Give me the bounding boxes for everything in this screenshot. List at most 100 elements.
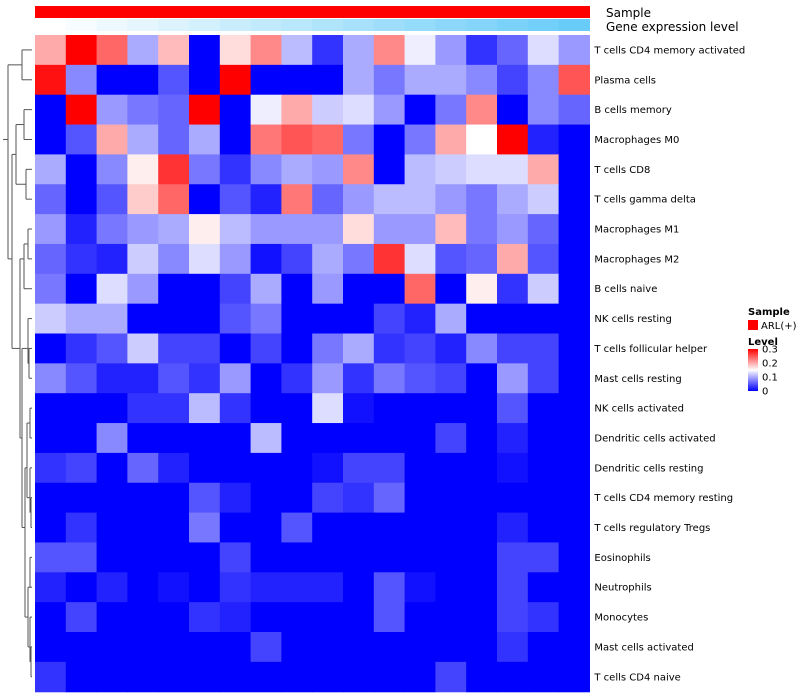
heatmap-cell [558,572,590,603]
heatmap-cell [281,661,313,693]
heatmap-cell [404,602,436,633]
row-label: Eosinophils [594,553,650,564]
heatmap-cell [219,214,252,245]
heatmap-cell [466,482,498,514]
row-label: B cells memory [594,105,671,116]
heatmap-cell [435,602,467,633]
sample-annotation-cell [127,6,159,18]
heatmap-cell [435,393,467,424]
heatmap-cell [404,452,436,484]
heatmap-cell [466,423,498,454]
heatmap-cell [404,482,436,514]
heatmap-cell [558,632,590,663]
heatmap-cell [466,94,498,126]
heatmap-cell [558,661,590,693]
heatmap-cell [219,94,252,126]
heatmap-cell [312,482,344,514]
heatmap-cell [158,333,190,364]
sample-annotation-cell [527,6,560,18]
heatmap-cell [312,243,344,275]
heatmap-cell [466,393,498,424]
heatmap-cell [96,303,128,335]
heatmap-cell [65,452,98,484]
heatmap-cell [558,64,590,96]
heatmap-cell [466,602,498,633]
heatmap-cell [373,243,406,275]
heatmap-cell [435,452,467,484]
heatmap-cell [281,482,313,514]
sample-annotation-cell [281,6,313,18]
heatmap-cell [527,363,560,394]
heatmap-cell [250,572,282,603]
heatmap-cell [250,243,282,275]
heatmap-cell [466,35,498,66]
heatmap-cell [466,154,498,185]
heatmap-cell [250,393,282,424]
heatmap-cell [466,452,498,484]
legend-sample-swatch [748,320,758,330]
heatmap-cell [312,602,344,633]
heatmap-cell [404,542,436,573]
legend-level-tick-label: 0.2 [762,359,778,370]
heatmap-cell [158,542,190,573]
gene-expression-cell [435,19,467,31]
heatmap-cell [219,542,252,573]
heatmap-cell [435,542,467,573]
heatmap-cell [127,602,159,633]
heatmap-cell [466,214,498,245]
heatmap-cell [558,154,590,185]
heatmap-cell [250,273,282,305]
heatmap-cell [312,393,344,424]
heatmap-cell [35,64,67,96]
heatmap-cell [527,154,560,185]
heatmap-cell [404,64,436,96]
heatmap-cell [343,303,375,335]
heatmap-cell [373,154,406,185]
heatmap-cell [527,393,560,424]
heatmap-cell [127,542,159,573]
heatmap-cell [250,482,282,514]
heatmap-cell [497,452,529,484]
legend-level-title: Level [748,337,778,348]
heatmap-cell [497,64,529,96]
heatmap-cells [35,35,590,693]
heatmap-cell [466,333,498,364]
sample-annotation-bar [35,6,590,18]
heatmap-cell [65,423,98,454]
heatmap-cell [96,154,128,185]
heatmap-cell [343,214,375,245]
heatmap-cell [219,154,252,185]
heatmap-cell [312,35,344,66]
heatmap-cell [435,124,467,155]
heatmap-cell [558,243,590,275]
gene-expression-cell [466,19,498,31]
row-label: T cells CD4 memory resting [593,493,733,504]
legend-sample-title: Sample [748,307,790,318]
heatmap-cell [466,363,498,394]
heatmap-cell [158,184,190,215]
heatmap-cell [219,632,252,663]
heatmap-cell [558,482,590,514]
heatmap-cell [65,542,98,573]
heatmap-cell [96,243,128,275]
heatmap-cell [343,363,375,394]
heatmap-cell [527,512,560,544]
row-label: T cells regulatory Tregs [593,523,710,534]
heatmap-cell [65,393,98,424]
heatmap-cell [558,393,590,424]
heatmap-cell [127,393,159,424]
heatmap-cell [281,632,313,663]
heatmap-cell [127,184,159,215]
heatmap-cell [189,572,221,603]
heatmap-cell [312,452,344,484]
heatmap-cell [127,363,159,394]
heatmap-cell [250,214,282,245]
heatmap-cell [219,363,252,394]
heatmap-cell [527,214,560,245]
heatmap-cell [189,602,221,633]
heatmap-cell [189,393,221,424]
heatmap-cell [189,94,221,126]
heatmap-cell [373,333,406,364]
heatmap-cell [281,124,313,155]
